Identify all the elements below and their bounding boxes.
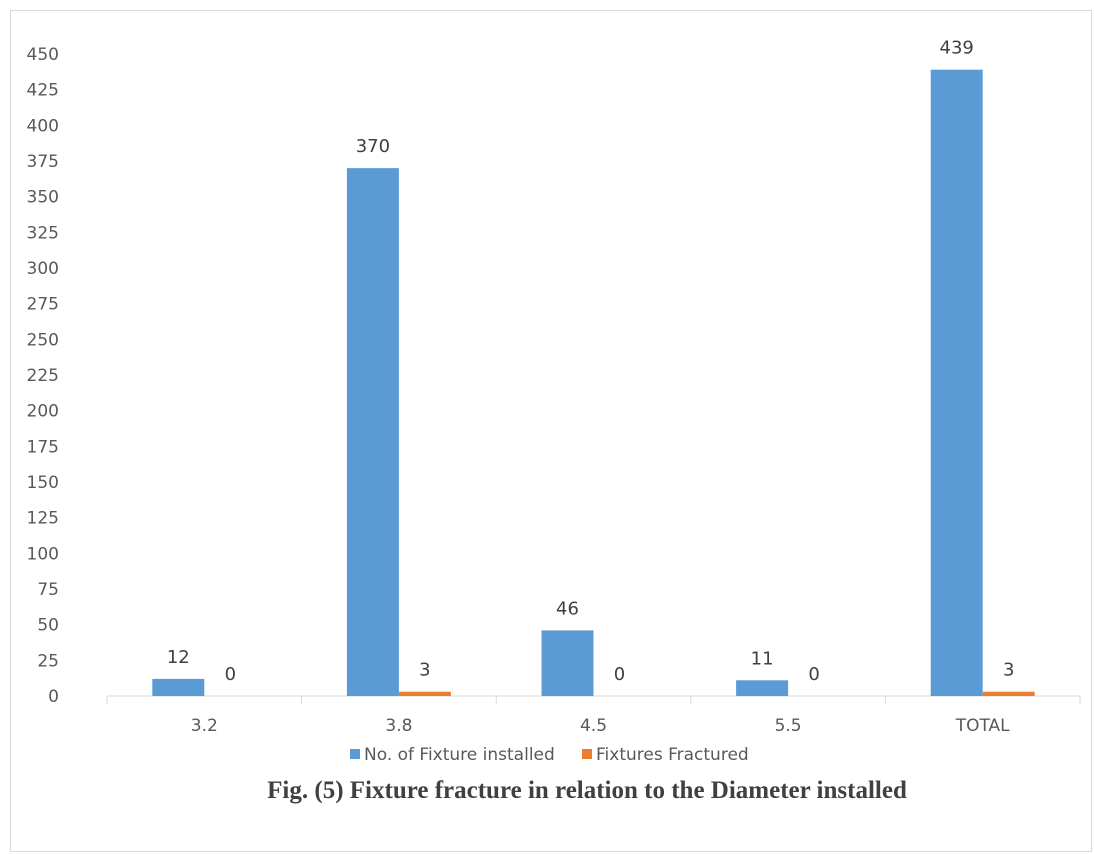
y-tick-label: 250 xyxy=(27,330,59,350)
data-label: 12 xyxy=(167,647,190,668)
y-axis: 0 25 50 75 100 125 150 175 200 225 250 275 300 325 350… xyxy=(27,45,59,707)
y-tick-label: 425 xyxy=(27,81,59,101)
figure-caption: Fig. (5) Fixture fracture in relation to… xyxy=(267,777,907,804)
data-label: 370 xyxy=(356,136,390,157)
bar-installed xyxy=(736,680,789,696)
y-tick-label: 325 xyxy=(27,223,59,243)
legend-label: Fixtures Fractured xyxy=(596,745,749,765)
y-tick-label: 200 xyxy=(27,402,59,422)
data-label: 3 xyxy=(1003,660,1014,681)
data-label: 3 xyxy=(419,660,430,681)
bar-installed xyxy=(152,678,205,696)
y-tick-label: 175 xyxy=(27,437,59,457)
y-tick-label: 275 xyxy=(27,295,59,315)
data-label: 0 xyxy=(225,664,236,685)
data-label: 0 xyxy=(808,664,819,685)
y-tick-label: 150 xyxy=(27,473,59,493)
y-tick-label: 400 xyxy=(27,116,59,136)
y-tick-label: 450 xyxy=(27,45,59,65)
legend-swatch-installed xyxy=(350,749,360,759)
y-tick-label: 225 xyxy=(27,366,59,386)
x-tick-label: 4.5 xyxy=(580,716,607,736)
legend-label: No. of Fixture installed xyxy=(364,745,555,765)
x-tick-label: 5.5 xyxy=(775,716,802,736)
y-tick-label: 125 xyxy=(27,509,59,529)
bars xyxy=(152,69,1035,697)
legend: No. of Fixture installed Fixtures Fractur… xyxy=(350,745,749,765)
bar-fractured xyxy=(982,691,1035,696)
x-tick-label: TOTAL xyxy=(955,716,1010,736)
bar-installed xyxy=(930,69,983,696)
bar-fractured xyxy=(398,691,451,696)
data-labels: 12 370 46 11 439 0 3 0 0 3 xyxy=(167,38,1015,685)
y-tick-label: 300 xyxy=(27,259,59,279)
y-tick-label: 375 xyxy=(27,152,59,172)
chart-frame xyxy=(10,10,1092,852)
y-tick-label: 350 xyxy=(27,188,59,208)
y-tick-label: 25 xyxy=(37,651,59,671)
x-tick-label: 3.2 xyxy=(191,716,218,736)
data-label: 0 xyxy=(614,664,625,685)
legend-swatch-fractured xyxy=(582,749,592,759)
y-tick-label: 0 xyxy=(48,687,59,707)
bar-installed xyxy=(346,168,399,697)
x-axis: 3.2 3.8 4.5 5.5 TOTAL xyxy=(106,695,1081,736)
data-label: 439 xyxy=(940,38,974,59)
data-label: 46 xyxy=(556,598,579,619)
y-tick-label: 50 xyxy=(37,616,59,636)
y-tick-label: 75 xyxy=(37,580,59,600)
bar-installed xyxy=(541,630,594,696)
data-label: 11 xyxy=(751,648,774,669)
x-tick-label: 3.8 xyxy=(385,716,412,736)
y-tick-label: 100 xyxy=(27,544,59,564)
